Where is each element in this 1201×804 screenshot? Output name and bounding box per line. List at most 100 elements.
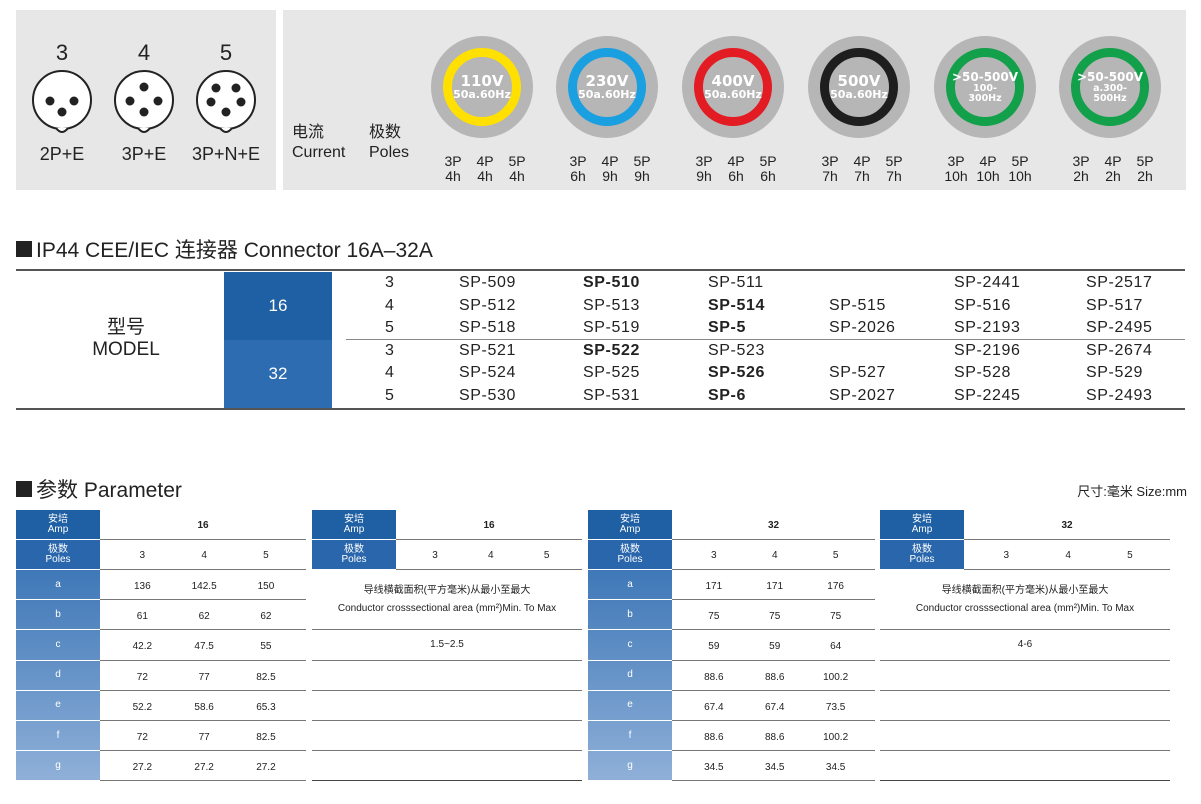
row-divider [672,780,875,782]
dimension-key: d [588,660,672,691]
dimension-value: 136 [133,581,151,592]
dimension-value: 82.5 [256,671,276,683]
dimension-key: c [16,630,100,661]
poles-value: 4P [476,153,494,169]
dimension-value: 65.3 [256,701,276,713]
model-number: SP-2027 [829,387,896,404]
row-divider [396,569,582,570]
conductor-note-en: Conductor crosssectional area (mm²)Min. … [337,603,557,614]
row-divider [100,539,306,540]
voltage-ring-icon: >50-500V 100- 300Hz [934,36,1036,138]
connector-diagram-panel: 3 2P+E 4 3P+E 5 [16,10,276,190]
poles-value: 3 [139,550,146,561]
poles-value: 5P [885,153,903,169]
section-bullet-icon [16,481,32,497]
section-title-text: IP44 CEE/IEC 连接器 Connector 16A–32A [36,239,433,262]
current-label-cn: 电流 [292,124,325,141]
voltage-value: >50-500V [951,69,1019,84]
dimension-value: 62 [198,611,210,623]
dimension-value: 88.6 [764,671,785,683]
amp-header: 安培 Amp [312,510,396,540]
current-label-en: Current [292,144,346,161]
section-title-parameter: 参数 Parameter [16,474,182,504]
hours-value: 10h [976,168,1000,184]
row-divider [880,720,1170,721]
amp-header-en: Amp [619,523,641,535]
poles-value: 4 [771,550,778,561]
hours-value: 7h [854,168,870,184]
voltage-ring-icon: >50-500V a.300- 500Hz [1059,36,1161,138]
parameter-table: 安培 Amp 32 极数 Poles 3 4 5 导线横截面积(平方毫米)从最小至最大 Condu… [880,510,1170,782]
dimension-value: 150 [257,581,275,592]
model-number: SP-511 [708,274,764,291]
model-number: SP-2495 [1086,319,1153,337]
poles-value: 3 [711,550,717,561]
amp-header-cn: 安培 [912,513,932,525]
dimension-value: 171 [705,581,723,592]
poles-value: 3 [432,550,438,561]
dimension-value: 52.2 [132,701,153,713]
dimension-value: 47.5 [194,641,214,653]
model-row: 4 SP-524 SP-525 SP-526 SP-527 SP-528 SP-529 [16,364,1185,386]
hours-value: 9h [602,168,618,184]
dimension-value: 34.5 [764,762,785,774]
model-poles: 3 [385,341,395,359]
amp-header-cn: 安培 [344,513,364,525]
dimension-value: 67.4 [704,701,724,713]
row-divider [100,720,306,721]
parameter-table: 安培 Amp 16 极数 Poles 3 4 5 导线横截面积(平方毫米)从最小至最大 Condu… [312,510,582,782]
dimension-value: 72 [136,732,148,743]
poles-header-en: Poles [617,553,643,565]
row-divider [672,629,875,631]
poles-header: 极数 Poles [16,540,100,570]
model-poles: 5 [385,387,395,404]
poles-value: 5 [543,550,550,561]
voltage-ring-icon: 230V 50a.60Hz [556,36,658,138]
voltage-ring-inner: 400V 50a.60Hz [694,48,772,126]
dimension-value: 100.2 [823,732,849,743]
amp-header-en: Amp [343,523,365,535]
amp-header: 安培 Amp [16,510,100,540]
conductor-note-cn: 导线横截面积(平方毫米)从最小至最大 [941,585,1109,596]
dimension-key: g [16,751,100,782]
model-row: 5 SP-518 SP-519 SP-5 SP-2026 SP-2193 SP-2495 [16,319,1185,341]
poles-value: 5 [1127,550,1133,561]
hours-value: 9h [634,168,650,184]
poles-value: 5P [633,153,651,169]
frequency-value: 50a.60Hz [578,88,636,101]
row-divider [100,659,306,661]
current-label: 电流 Current [292,123,345,163]
model-row: 4 SP-512 SP-513 SP-514 SP-515 SP-516 SP-517 [16,297,1185,319]
model-number: SP-2193 [954,319,1021,337]
poles-value: 5 [263,550,269,561]
model-number: SP-515 [829,296,886,314]
poles-header-en: Poles [909,553,935,565]
row-divider [100,599,306,601]
model-number: SP-2674 [1086,341,1153,359]
model-group-divider [346,339,1185,340]
row-divider [880,629,1170,631]
dimension-value: 64 [830,641,842,653]
dimension-key: a [588,570,672,601]
row-divider [672,539,875,540]
socket-5pin-icon [196,70,256,133]
dimension-value: 27.2 [194,762,214,774]
dimension-value: 142.5 [191,581,217,592]
model-number: SP-2493 [1086,387,1153,404]
poles-value: 4P [727,153,745,169]
dimension-value: 34.5 [825,762,846,774]
row-divider [880,659,1170,661]
dimension-key: e [16,690,100,721]
conductor-range: 1.5~2.5 [430,639,464,651]
row-divider [964,569,1170,570]
model-number: SP-5 [708,319,746,337]
row-divider [100,750,306,752]
dimension-value: 59 [769,641,781,653]
hours-value: 6h [570,168,586,184]
row-divider [312,629,582,631]
poles-header-cn: 极数 [912,543,932,555]
amp-header-en: Amp [911,523,933,535]
dimension-value: 58.6 [194,701,214,713]
amp-header-cn: 安培 [620,513,640,525]
amp-header: 安培 Amp [588,510,672,540]
